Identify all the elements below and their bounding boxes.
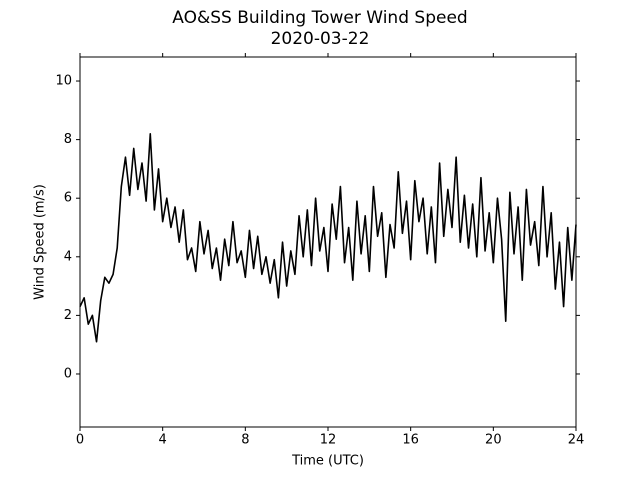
y-tick-label: 4: [64, 249, 72, 264]
y-tick-label: 2: [64, 308, 72, 323]
x-tick-label: 8: [241, 433, 249, 448]
x-tick-label: 0: [76, 433, 84, 448]
chart-subtitle: 2020-03-22: [271, 29, 370, 49]
x-axis-label: Time (UTC): [291, 454, 364, 469]
data-line: [79, 132, 577, 343]
x-tick-label: 20: [485, 433, 502, 448]
y-tick-label: 8: [64, 132, 72, 147]
x-tick-label: 4: [159, 433, 167, 448]
x-tick-label: 16: [402, 433, 419, 448]
chart-title: AO&SS Building Tower Wind Speed: [172, 8, 467, 28]
y-tick-label: 10: [55, 74, 72, 89]
y-tick-label: 0: [64, 366, 72, 381]
y-tick-label: 6: [64, 191, 72, 206]
x-tick-label: 12: [320, 433, 337, 448]
y-axis-label: Wind Speed (m/s): [33, 184, 48, 300]
x-tick-label: 24: [568, 433, 585, 448]
